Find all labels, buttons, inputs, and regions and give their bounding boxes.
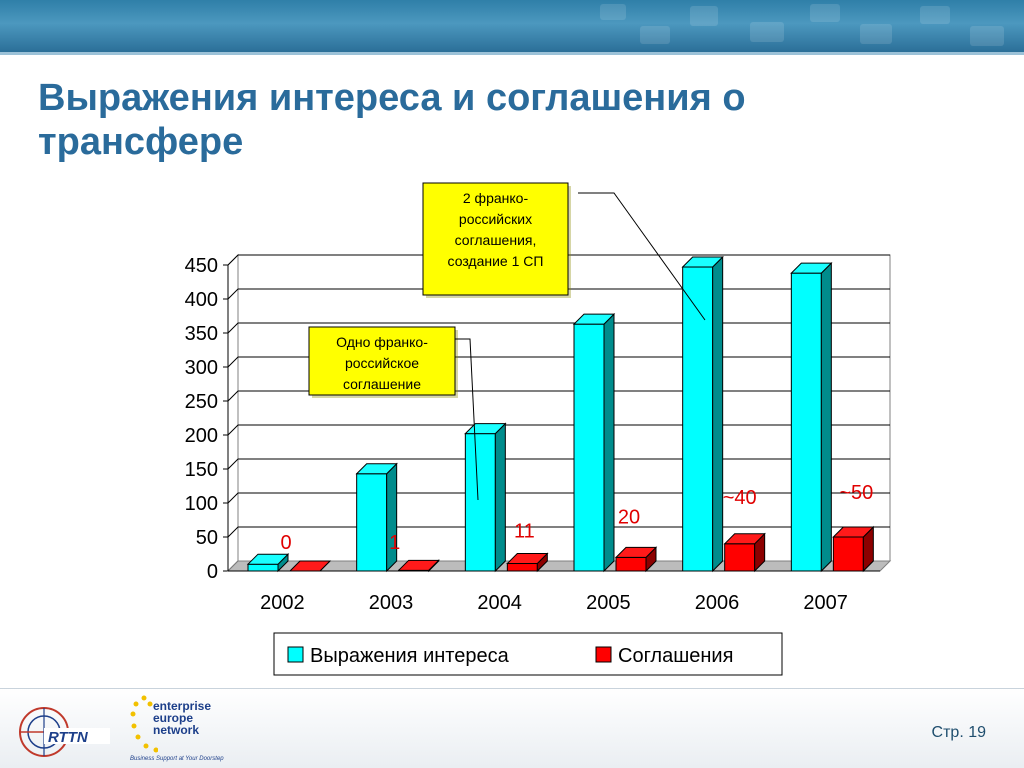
callout-text-line: Одно франко-	[336, 334, 428, 350]
gridline	[227, 356, 890, 368]
stars-icon	[130, 695, 158, 753]
callout-box	[308, 326, 456, 396]
x-tick-label: 2002	[260, 592, 305, 614]
data-label-agreements: 1	[389, 532, 400, 554]
data-label-agreements: 20	[618, 506, 640, 528]
bar-interest-top	[246, 553, 290, 565]
bar-agreements-top	[832, 526, 875, 538]
bar-agreements	[832, 536, 864, 572]
callout-text-line: соглашение	[343, 376, 421, 392]
y-tick-label: 450	[185, 255, 218, 277]
slide-title: Выражения интереса и соглашения о трансф…	[38, 77, 746, 163]
bar-interest	[573, 323, 605, 572]
gridline	[227, 424, 890, 436]
callout-leader-line	[455, 338, 479, 501]
header-banner	[0, 0, 1024, 52]
een-line-2: europe	[153, 711, 194, 725]
y-tick-label: 200	[185, 425, 218, 447]
y-tick-label: 150	[185, 459, 218, 481]
callout-text-line: создание 1 СП	[448, 253, 544, 269]
callout-text-line: российское	[345, 355, 419, 371]
bar-interest-side	[603, 312, 615, 573]
bar-interest	[790, 272, 822, 572]
bar-interest-side	[712, 255, 724, 573]
data-label-agreements: 11	[514, 521, 535, 543]
data-label-agreements: 0	[280, 532, 291, 554]
gridline	[227, 254, 890, 266]
data-label-agreements: ~50	[839, 482, 873, 504]
bar-interest-top	[464, 423, 507, 435]
x-tick-label: 2007	[803, 592, 848, 614]
een-tagline: Business Support at Your Doorstep	[130, 756, 224, 762]
legend-swatch-agreements	[595, 646, 612, 663]
bar-interest	[356, 473, 388, 572]
bar-agreements	[506, 563, 538, 572]
callout-leader-line	[578, 192, 706, 321]
een-line-3: network	[153, 723, 200, 737]
legend-label-agreements: Соглашения	[618, 645, 733, 667]
x-tick-label: 2006	[695, 592, 740, 614]
een-line-1: enterprise	[153, 699, 212, 713]
gridline	[227, 492, 890, 504]
bar-agreements-top	[506, 553, 549, 565]
bar-interest-side	[386, 462, 398, 573]
callout-text-line: соглашения,	[455, 232, 537, 248]
y-tick-label: 50	[196, 527, 218, 549]
gridline	[227, 526, 890, 538]
een-wordmark: enterprise europe network	[153, 700, 211, 736]
legend-label-interest: Выражения интереса	[310, 645, 510, 667]
callout-text-line: российских	[459, 211, 532, 227]
legend-swatch-interest	[287, 646, 304, 663]
y-tick-label: 300	[185, 357, 218, 379]
bar-agreements-top	[288, 560, 332, 572]
rttn-logo-text: RTTN	[48, 729, 89, 746]
page-number: Стр. 19	[931, 724, 986, 741]
y-tick-label: 0	[207, 561, 218, 583]
bar-interest-top	[790, 262, 833, 274]
y-tick-label: 400	[185, 289, 218, 311]
y-tick-label: 100	[185, 493, 218, 515]
footer-band	[0, 688, 1024, 768]
footer-divider	[0, 688, 1024, 689]
enterprise-europe-network-logo: enterprise europe network Business Suppo…	[128, 692, 228, 768]
bar-agreements-top	[397, 559, 440, 571]
legend-box	[273, 632, 783, 676]
bar-interest	[247, 563, 279, 572]
gridline	[227, 288, 890, 300]
gridline	[227, 458, 890, 470]
y-tick-label: 350	[185, 323, 218, 345]
gridline	[227, 390, 890, 402]
x-tick-label: 2003	[369, 592, 414, 614]
bar-agreements	[724, 543, 756, 572]
bar-agreements-top	[723, 533, 766, 545]
callout-text-line: 2 франко-	[463, 190, 529, 206]
rttn-logo: RTTN	[19, 707, 110, 757]
banner-pattern	[600, 4, 1004, 46]
gridline	[227, 322, 890, 334]
banner-divider	[0, 52, 1024, 55]
plot-side-wall	[227, 253, 239, 573]
bar-agreements-top	[614, 546, 658, 558]
x-tick-label: 2004	[477, 592, 522, 614]
y-tick-label: 250	[185, 391, 218, 413]
bar-interest-top	[572, 313, 616, 325]
bar-interest-side	[820, 261, 832, 573]
bar-interest-side	[494, 422, 506, 573]
bar-interest-top	[355, 463, 398, 475]
bar-agreements	[615, 556, 647, 572]
bar-interest	[682, 266, 714, 572]
callout-box	[422, 182, 569, 296]
bar-interest	[464, 433, 496, 572]
x-tick-label: 2005	[586, 592, 631, 614]
bar-interest-top	[681, 256, 724, 268]
data-label-agreements: ~40	[723, 487, 757, 509]
